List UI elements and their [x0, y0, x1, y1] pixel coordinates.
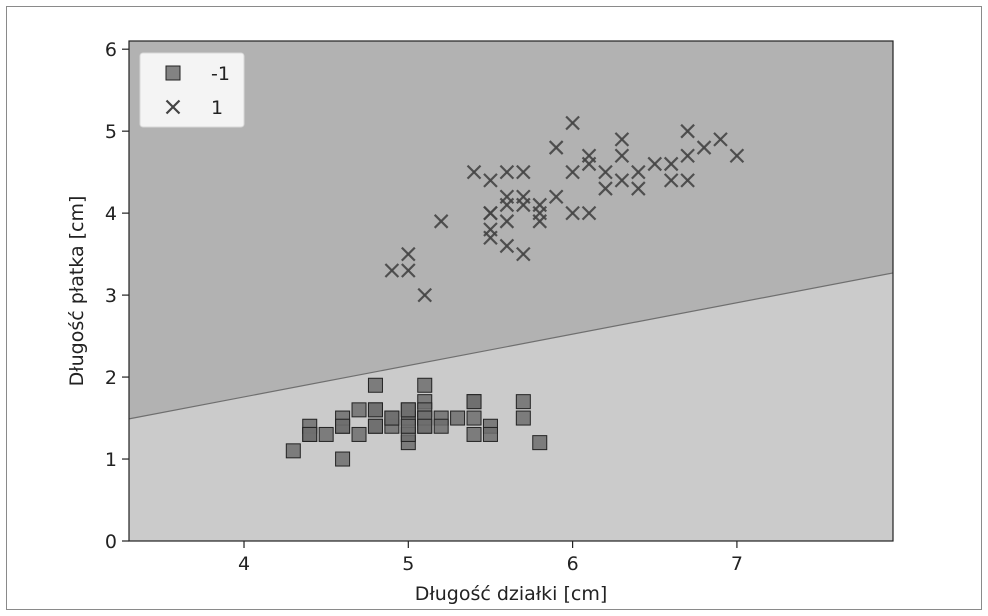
marker-1-44: [696, 140, 712, 155]
marker-neg1-35: [450, 410, 466, 426]
marker-1-35: [614, 173, 630, 188]
marker-neg1-25: [400, 402, 416, 418]
marker-1-27: [565, 205, 580, 221]
marker-neg1-9: [351, 426, 367, 442]
y-tick-label-5: 5: [105, 121, 117, 143]
x-axis: 4 5 6 7: [238, 541, 743, 575]
marker-neg1-38: [466, 426, 482, 442]
marker-1-33: [614, 132, 630, 147]
marker-1-5: [466, 164, 482, 180]
marker-1-29: [581, 156, 597, 172]
legend-label-neg1: -1: [211, 63, 230, 85]
marker-1-16: [516, 164, 531, 180]
y-axis-label: Długość płatka [cm]: [66, 196, 88, 387]
x-tick-label-4: 4: [238, 553, 250, 575]
marker-1-1: [401, 246, 416, 262]
marker-neg1-10: [351, 402, 367, 418]
marker-1-12: [499, 238, 515, 254]
legend-marker-x: [165, 99, 181, 115]
marker-1-31: [598, 164, 613, 180]
marker-1-9: [483, 230, 498, 245]
marker-neg1-3: [302, 426, 318, 442]
marker-neg1-32: [417, 418, 433, 434]
decision-region-class-1: [129, 41, 893, 419]
marker-1-46: [729, 148, 745, 164]
x-axis-label: Długość działki [cm]: [415, 583, 608, 605]
marker-1-24: [548, 189, 564, 205]
marker-1-4: [433, 214, 449, 229]
x-tick-label-6: 6: [567, 553, 579, 575]
marker-neg1-44: [532, 435, 548, 451]
marker-1-0: [384, 263, 400, 278]
y-tick-label-1: 1: [105, 449, 117, 471]
marker-neg1-41: [482, 426, 498, 442]
marker-neg1-8: [335, 418, 351, 434]
y-tick-label-0: 0: [105, 531, 117, 553]
marker-1-23: [548, 140, 564, 155]
marker-1-7: [483, 173, 498, 188]
marker-neg1-43: [515, 410, 531, 426]
legend: -1 1: [139, 52, 245, 128]
marker-1-15: [499, 197, 515, 213]
legend-marker-square: [165, 65, 181, 81]
y-tick-label-2: 2: [105, 367, 117, 389]
marker-1-36: [631, 164, 646, 180]
marker-1-32: [598, 181, 613, 196]
marker-1-45: [713, 132, 728, 147]
marker-neg1-14: [367, 418, 383, 434]
marker-neg1-26: [417, 377, 433, 393]
data-markers: [285, 115, 745, 467]
marker-1-11: [499, 164, 515, 180]
marker-1-38: [647, 156, 663, 172]
decision-region-class-neg1: [129, 272, 893, 541]
y-tick-label-4: 4: [105, 203, 117, 225]
marker-1-22: [532, 214, 548, 229]
marker-1-26: [565, 115, 580, 131]
marker-neg1-15: [367, 402, 383, 418]
marker-neg1-42: [515, 394, 531, 410]
plot-border: [128, 40, 894, 542]
marker-1-17: [516, 246, 531, 262]
marker-1-14: [499, 214, 515, 229]
marker-neg1-5: [335, 451, 351, 467]
marker-neg1-11: [367, 377, 383, 393]
marker-1-40: [663, 173, 679, 188]
marker-neg1-24: [400, 418, 416, 434]
marker-neg1-4: [318, 426, 334, 442]
x-tick-label-7: 7: [731, 553, 743, 575]
marker-1-41: [680, 123, 695, 139]
marker-1-2: [401, 263, 416, 278]
marker-1-30: [581, 205, 597, 221]
legend-label-1: 1: [211, 97, 223, 119]
marker-1-10: [483, 205, 498, 221]
marker-neg1-39: [466, 394, 482, 410]
plot-area: [128, 40, 894, 542]
marker-neg1-34: [433, 418, 449, 434]
decision-boundary-line: [128, 272, 894, 420]
x-tick-label-5: 5: [402, 553, 414, 575]
marker-1-42: [680, 148, 695, 164]
marker-1-37: [631, 181, 646, 196]
marker-neg1-37: [466, 410, 482, 426]
y-axis: 0 1 2 3 4 5 6: [105, 39, 129, 553]
marker-neg1-0: [285, 443, 301, 459]
marker-1-34: [614, 148, 630, 164]
marker-1-3: [417, 287, 433, 303]
marker-1-19: [516, 197, 531, 213]
y-tick-label-3: 3: [105, 285, 117, 307]
marker-1-43: [680, 173, 695, 188]
marker-neg1-18: [384, 410, 400, 426]
marker-1-25: [565, 164, 580, 180]
y-tick-label-6: 6: [105, 39, 117, 61]
marker-1-39: [663, 156, 679, 172]
